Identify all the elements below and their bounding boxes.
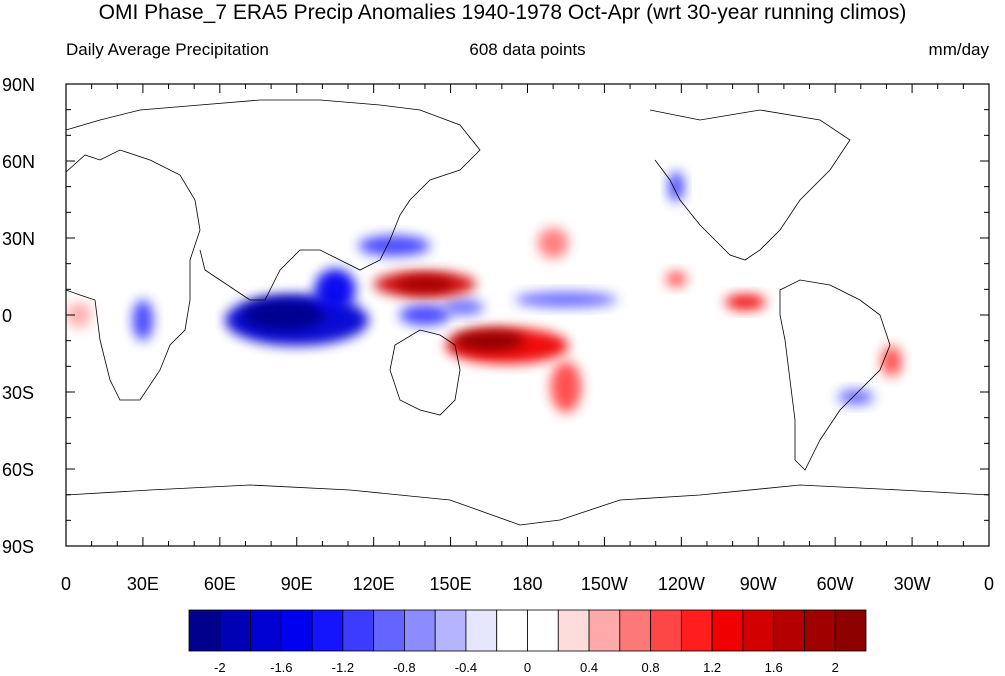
anomaly-region-1 xyxy=(242,299,325,331)
anomaly-region-18 xyxy=(537,227,569,259)
lat-tick-label: 30S xyxy=(2,383,34,403)
colorbar-label: 1.2 xyxy=(703,660,721,675)
colorbar-label: 0.4 xyxy=(580,660,598,675)
colorbar-swatch xyxy=(557,609,590,652)
anomaly-region-15 xyxy=(665,271,687,287)
lon-tick-label: 90W xyxy=(740,574,777,594)
colorbar-swatch xyxy=(804,609,836,652)
anomaly-region-5 xyxy=(358,235,431,256)
colorbar-swatch xyxy=(496,609,528,652)
colorbar-swatch xyxy=(588,609,621,652)
colorbar-label: 0.8 xyxy=(642,660,660,675)
lon-tick-label: 150W xyxy=(581,574,628,594)
lon-tick-label: 30W xyxy=(894,574,931,594)
anomaly-field xyxy=(66,171,902,413)
anomaly-region-6 xyxy=(442,299,484,315)
lon-tick-label: 150E xyxy=(430,574,472,594)
colorbar-swatch xyxy=(311,609,344,652)
anomaly-region-3 xyxy=(399,304,451,326)
colorbar-swatch xyxy=(219,609,251,652)
colorbar-swatch xyxy=(404,609,436,652)
anomaly-region-2 xyxy=(314,268,356,310)
colorbar-swatch xyxy=(280,609,313,652)
colorbar-label: -1.2 xyxy=(332,660,354,675)
anomaly-region-9 xyxy=(837,389,874,405)
colorbar-label: 2 xyxy=(832,660,839,675)
lon-tick-label: 120E xyxy=(353,574,395,594)
lat-tick-label: 30N xyxy=(2,229,35,249)
anomaly-region-8 xyxy=(668,171,684,203)
colorbar-swatch xyxy=(250,609,282,652)
lat-tick-label: 60N xyxy=(2,152,35,172)
colorbar-swatch xyxy=(527,609,559,652)
lon-tick-labels: 0 30E 60E 90E 120E 150E 180 150W 120W 90W 60W 30W 0 xyxy=(61,574,994,594)
coast-south-america xyxy=(779,279,891,471)
lon-tick-label: 0 xyxy=(61,574,71,594)
lat-tick-label: 0 xyxy=(2,306,12,326)
map-background xyxy=(66,84,989,546)
colorbar-label: -2 xyxy=(214,660,226,675)
lat-tick-label: 90N xyxy=(2,75,35,95)
anomaly-region-13 xyxy=(453,330,525,351)
chart-title: OMI Phase_7 ERA5 Precip Anomalies 1940-1… xyxy=(98,1,907,24)
left-subtitle: Daily Average Precipitation xyxy=(66,40,269,59)
coastlines xyxy=(66,99,989,526)
anomaly-region-19 xyxy=(66,302,92,328)
coast-eurasia xyxy=(66,99,481,301)
coast-north-america xyxy=(649,109,851,261)
anomaly-region-11 xyxy=(396,276,454,292)
lat-tick-label: 90S xyxy=(2,537,34,557)
lat-tick-label: 60S xyxy=(2,460,34,480)
lon-tick-label: 120W xyxy=(658,574,705,594)
colorbar-swatch xyxy=(373,609,405,652)
colorbar-label: -1.6 xyxy=(270,660,292,675)
lon-tick-label: 30E xyxy=(127,574,159,594)
colorbar-swatch xyxy=(342,609,375,652)
colorbar-label: -0.8 xyxy=(393,660,415,675)
anomaly-region-14 xyxy=(550,361,582,413)
colorbar-label: 1.6 xyxy=(765,660,783,675)
coast-africa xyxy=(66,149,201,401)
anomaly-region-16 xyxy=(724,294,766,310)
right-subtitle: mm/day xyxy=(928,40,989,59)
lon-tick-label: 0 xyxy=(984,574,994,594)
coast-australia xyxy=(389,329,461,416)
colorbar-label: -0.4 xyxy=(455,660,477,675)
colorbar-label: 0 xyxy=(524,660,531,675)
colorbar-swatch xyxy=(188,609,221,652)
lat-tick-labels: 90N 60N 30N 0 30S 60S 90S xyxy=(2,75,35,557)
lon-tick-label: 90E xyxy=(281,574,313,594)
colorbar: -2 -1.6 -1.2 -0.8 -0.4 0 0.4 0.8 1.2 1.6 2 xyxy=(188,609,867,675)
colorbar-swatch xyxy=(434,609,467,652)
anomaly-region-4 xyxy=(132,299,154,341)
anomaly-region-17 xyxy=(881,345,902,377)
colorbar-swatch xyxy=(650,609,682,652)
center-subtitle: 608 data points xyxy=(469,40,586,59)
lon-tick-label: 60E xyxy=(204,574,236,594)
colorbar-swatch xyxy=(742,609,775,652)
colorbar-swatch xyxy=(680,609,713,652)
colorbar-swatch xyxy=(619,609,651,652)
lon-tick-label: 60W xyxy=(817,574,854,594)
colorbar-swatch xyxy=(773,609,805,652)
colorbar-swatch xyxy=(711,609,744,652)
colorbar-swatch xyxy=(465,609,498,652)
axis-ticks xyxy=(65,83,990,547)
lon-tick-label: 180 xyxy=(512,574,542,594)
colorbar-swatch xyxy=(834,609,867,652)
coast-antarctica xyxy=(66,484,989,526)
anomaly-region-7 xyxy=(514,291,618,308)
